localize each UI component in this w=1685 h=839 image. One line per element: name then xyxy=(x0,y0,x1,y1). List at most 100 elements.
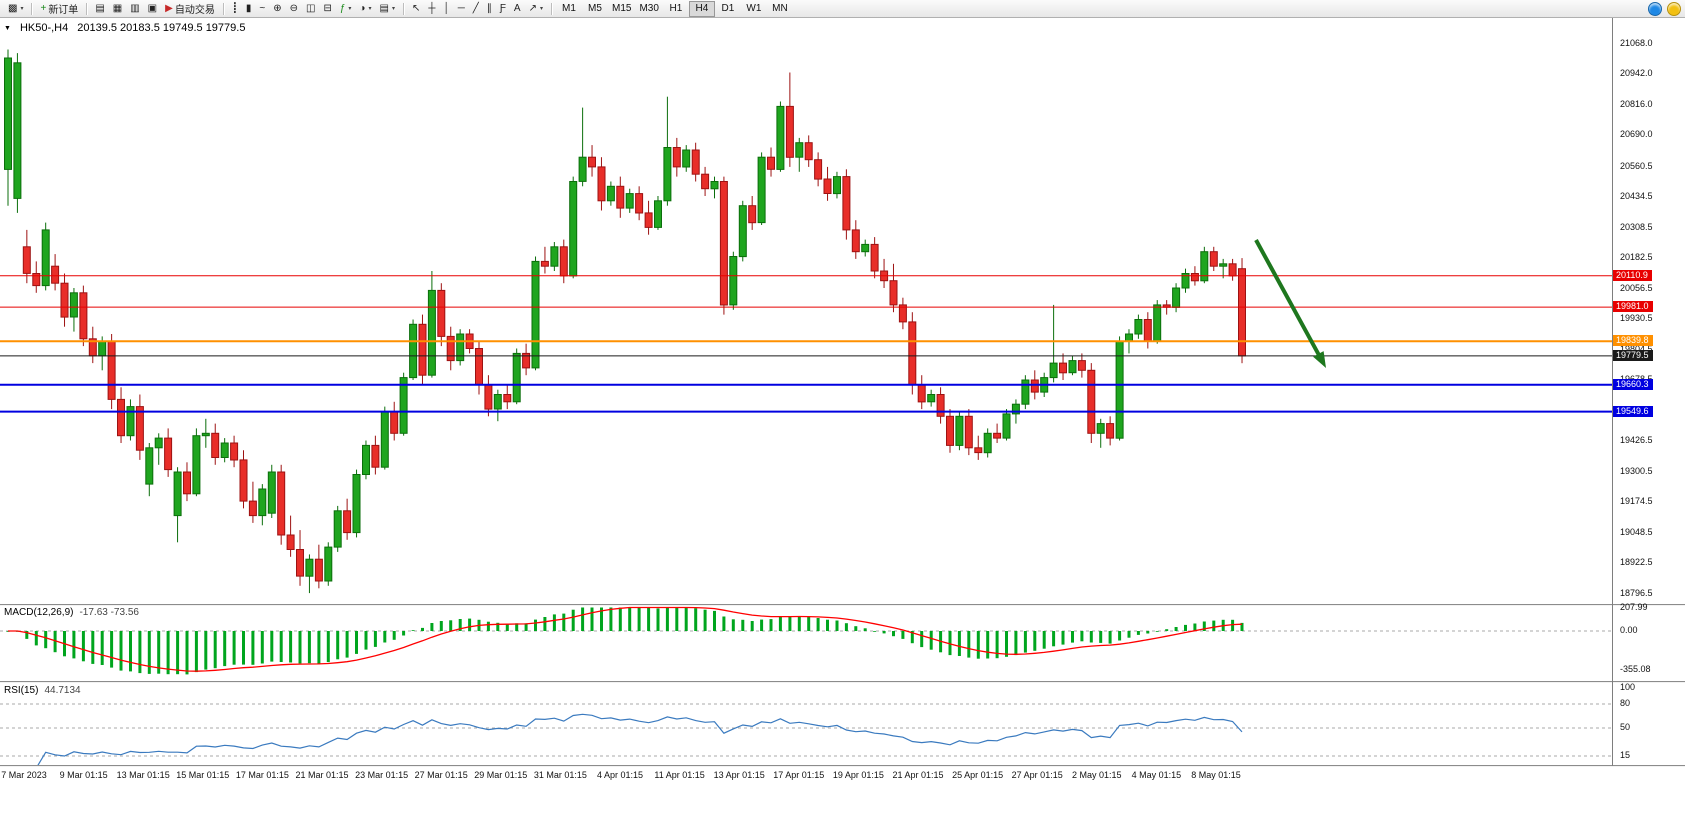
macd-bar xyxy=(816,618,820,631)
time-axis-label: 15 Mar 01:15 xyxy=(176,770,230,780)
mql5-community-icon[interactable] xyxy=(1648,1,1662,16)
vertical-line-icon[interactable]: │ xyxy=(439,0,453,17)
line-chart-icon[interactable]: ~ xyxy=(255,0,269,17)
macd-bar xyxy=(166,631,170,675)
time-axis-label: 19 Apr 01:15 xyxy=(832,770,884,780)
dropdown-caret-icon: ▾ xyxy=(20,6,24,12)
macd-bar xyxy=(496,622,500,631)
indicators-icon: ƒ xyxy=(339,2,346,14)
bar-chart-icon[interactable]: ┋ xyxy=(228,0,242,17)
timeframe-button-w1[interactable]: W1 xyxy=(746,2,762,14)
macd-bar xyxy=(835,620,839,631)
macd-bar xyxy=(1023,631,1027,653)
macd-panel-canvas[interactable] xyxy=(0,606,1612,681)
macd-bar xyxy=(1052,631,1056,647)
candle-body xyxy=(785,105,794,158)
cursor-icon[interactable]: ↖ xyxy=(408,0,424,17)
help-icon[interactable] xyxy=(1667,1,1681,16)
crosshair-icon[interactable]: ┼ xyxy=(424,0,439,17)
macd-bar xyxy=(995,631,999,659)
macd-bar xyxy=(232,631,236,665)
navigator-icon[interactable]: ▥ xyxy=(126,0,143,17)
candle-body xyxy=(597,166,606,202)
auto-arrange-icon[interactable]: ⊟ xyxy=(319,0,335,17)
templates-icon: ▤ xyxy=(379,2,389,14)
trendline-icon[interactable]: ╱ xyxy=(469,0,483,17)
timeframe-button-m5[interactable]: M5 xyxy=(588,2,602,14)
timeframe-button-h1[interactable]: H1 xyxy=(669,2,683,14)
data-window-icon[interactable]: ▦ xyxy=(109,0,126,17)
timeframe-group: M1 M5 M15 M30 H1 H4 D1 W1 MN xyxy=(556,0,793,17)
price-axis-tick: 18922.5 xyxy=(1620,557,1653,568)
arrows-tool-icon[interactable]: ↗ ▾ xyxy=(525,0,547,17)
candle-body xyxy=(588,156,596,168)
price-axis-tick: 19930.5 xyxy=(1620,313,1653,324)
new-chart-icon: ▩ xyxy=(8,2,18,14)
price-axis-tick: 19300.5 xyxy=(1620,465,1653,476)
macd-bar xyxy=(326,631,330,663)
timeframe-button-m15[interactable]: M15 xyxy=(612,2,632,14)
horizontal-line-icon[interactable]: ─ xyxy=(454,0,469,17)
time-axis-label: 23 Mar 01:15 xyxy=(355,770,409,780)
macd-bar xyxy=(1146,631,1150,634)
macd-bar xyxy=(449,620,453,631)
strategy-tester-icon[interactable]: ▣ xyxy=(144,0,161,17)
macd-bar xyxy=(1033,631,1037,651)
trendline-icon: ╱ xyxy=(472,2,479,14)
panel-separator[interactable] xyxy=(0,681,1685,683)
fibonacci-icon[interactable]: Ƒ xyxy=(496,0,510,17)
macd-bar xyxy=(628,607,632,631)
zoom-in-icon[interactable]: ⊕ xyxy=(269,0,285,17)
panel-separator[interactable] xyxy=(0,604,1685,606)
market-watch-icon: ▤ xyxy=(95,2,105,14)
macd-bar xyxy=(581,607,585,631)
timeframe-button-d1[interactable]: D1 xyxy=(721,2,735,14)
macd-bar xyxy=(1136,631,1140,635)
timeframe-button-m1[interactable]: M1 xyxy=(562,2,576,14)
auto-trading-button-label: 自动交易 xyxy=(174,5,215,16)
macd-bar xyxy=(176,631,180,675)
channel-icon[interactable]: ∥ xyxy=(483,0,496,17)
candle-body xyxy=(635,193,644,214)
candle-body xyxy=(277,471,286,536)
macd-bar xyxy=(345,631,349,658)
market-watch-icon[interactable]: ▤ xyxy=(91,0,108,17)
new-order-button-label: 新订单 xyxy=(48,5,79,16)
candle-body xyxy=(333,510,342,548)
candlestick-chart-icon[interactable]: ▮ xyxy=(242,0,256,17)
horizontal-line-icon: ─ xyxy=(457,2,465,14)
macd-bar xyxy=(34,631,38,646)
periods-icon[interactable]: ◑ ▾ xyxy=(355,0,375,17)
new-order-button[interactable]: + 新订单 xyxy=(36,0,82,17)
rsi-axis-tick: 80 xyxy=(1620,698,1631,708)
macd-bar xyxy=(204,631,208,670)
timeframe-button-m30[interactable]: M30 xyxy=(639,2,659,14)
toolbar-separator xyxy=(222,2,224,15)
tile-windows-icon[interactable]: ◫ xyxy=(302,0,319,17)
rsi-panel-canvas[interactable] xyxy=(0,683,1612,765)
candle-body xyxy=(456,333,465,362)
candle-body xyxy=(117,398,125,437)
indicators-icon[interactable]: ƒ ▾ xyxy=(336,0,356,17)
toolbar-group: ↖ ┼ │ ─ ╱ ∥ Ƒ A ↗ ▾ xyxy=(408,0,547,17)
auto-trading-button[interactable]: ▶ 自动交易 xyxy=(161,0,219,17)
drawn-arrow-object[interactable] xyxy=(1254,239,1326,368)
candle-body xyxy=(993,432,1002,439)
candle-body xyxy=(192,435,201,495)
text-label-icon[interactable]: A xyxy=(510,0,525,17)
macd-bar xyxy=(505,624,509,631)
timeframe-button-mn[interactable]: MN xyxy=(772,2,788,14)
macd-bar xyxy=(957,631,961,656)
macd-bar xyxy=(778,616,782,631)
candle-body xyxy=(1125,333,1133,342)
templates-icon[interactable]: ▤ ▾ xyxy=(375,0,398,17)
candle-body xyxy=(644,212,653,228)
zoom-out-icon[interactable]: ⊖ xyxy=(286,0,302,17)
time-axis-label: 31 Mar 01:15 xyxy=(533,770,587,780)
timeframe-button-h4[interactable]: H4 xyxy=(688,0,715,17)
new-chart-icon[interactable]: ▩ ▾ xyxy=(4,0,27,17)
candle-body xyxy=(898,304,907,323)
candle-body xyxy=(625,193,634,209)
price-chart-canvas[interactable] xyxy=(0,18,1612,604)
candle-body xyxy=(512,352,521,403)
